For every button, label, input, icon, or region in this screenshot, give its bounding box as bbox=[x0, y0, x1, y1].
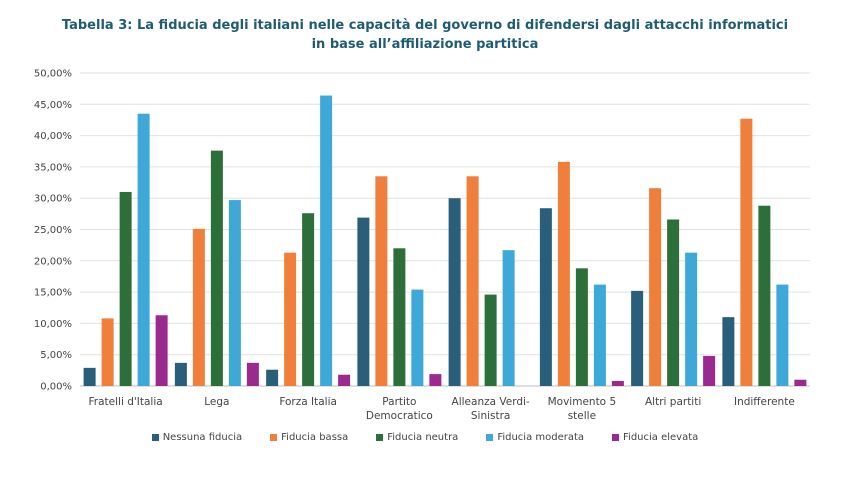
bar bbox=[631, 290, 644, 386]
legend-label: Fiducia moderata bbox=[497, 432, 585, 443]
legend-item: Fiducia elevata bbox=[612, 432, 698, 443]
bar bbox=[338, 374, 351, 386]
y-tick-label: 15,00% bbox=[34, 288, 72, 299]
legend-label: Fiducia bassa bbox=[281, 432, 349, 443]
bar bbox=[210, 150, 223, 386]
bar bbox=[557, 161, 570, 386]
bar bbox=[429, 374, 442, 386]
y-tick-label: 35,00% bbox=[34, 162, 72, 173]
bar bbox=[284, 252, 297, 386]
bar bbox=[320, 95, 333, 386]
bar bbox=[174, 362, 187, 386]
x-tick-label: Movimento 5 bbox=[548, 396, 617, 408]
bar bbox=[575, 268, 588, 386]
legend-label: Fiducia elevata bbox=[623, 432, 699, 443]
bar bbox=[758, 205, 771, 386]
legend-item: Fiducia bassa bbox=[270, 432, 348, 443]
chart-title-line-1: Tabella 3: La fiducia degli italiani nel… bbox=[61, 18, 789, 33]
bar bbox=[119, 191, 132, 386]
y-tick-label: 0,00% bbox=[40, 382, 72, 393]
bar bbox=[703, 355, 716, 386]
bar bbox=[685, 252, 698, 386]
x-tick-label: Altri partiti bbox=[645, 396, 701, 408]
x-tick-label: Forza Italia bbox=[279, 396, 337, 408]
bar bbox=[83, 367, 96, 386]
bar bbox=[667, 219, 680, 386]
legend-swatch bbox=[151, 434, 159, 441]
legend-swatch bbox=[612, 434, 620, 441]
legend-swatch bbox=[486, 434, 494, 441]
x-tick-label: Partito bbox=[382, 396, 416, 408]
legend-item: Fiducia moderata bbox=[486, 432, 584, 443]
y-tick-label: 25,00% bbox=[34, 225, 72, 236]
x-tick-label: stelle bbox=[568, 410, 596, 422]
x-tick-label: Lega bbox=[204, 396, 229, 408]
bar bbox=[448, 198, 461, 386]
bar bbox=[228, 200, 241, 386]
bar bbox=[611, 380, 624, 386]
bar bbox=[266, 369, 279, 386]
bar bbox=[375, 176, 388, 386]
bar bbox=[776, 284, 789, 386]
chart-legend: Nessuna fiducia Fiducia bassa Fiducia neut… bbox=[0, 432, 850, 443]
x-tick-label: Alleanza Verdi- bbox=[452, 396, 530, 408]
y-tick-label: 10,00% bbox=[34, 319, 72, 330]
bar bbox=[357, 217, 370, 386]
bar bbox=[411, 289, 424, 386]
bar bbox=[484, 294, 497, 386]
bar bbox=[137, 113, 150, 386]
chart-title-line-2: in base all’affiliazione partitica bbox=[311, 37, 539, 52]
y-tick-label: 40,00% bbox=[34, 131, 72, 142]
bar bbox=[502, 250, 515, 386]
bar bbox=[539, 208, 552, 386]
bar bbox=[302, 213, 315, 386]
bar bbox=[722, 317, 735, 386]
y-tick-label: 5,00% bbox=[40, 350, 72, 361]
x-tick-label: Democratico bbox=[366, 410, 433, 422]
legend-label: Fiducia neutra bbox=[387, 432, 459, 443]
legend-item: Fiducia neutra bbox=[376, 432, 458, 443]
x-tick-label: Indifferente bbox=[734, 396, 795, 408]
legend-label: Nessuna fiducia bbox=[162, 432, 243, 443]
bar bbox=[101, 318, 114, 386]
legend-swatch bbox=[270, 434, 278, 441]
bar bbox=[393, 248, 406, 386]
legend-swatch bbox=[376, 434, 384, 441]
y-tick-label: 45,00% bbox=[34, 100, 72, 111]
y-tick-label: 20,00% bbox=[34, 256, 72, 267]
bar bbox=[466, 176, 479, 386]
bar bbox=[740, 118, 753, 386]
bar bbox=[649, 188, 662, 386]
bar bbox=[794, 379, 807, 386]
y-tick-label: 30,00% bbox=[34, 194, 72, 205]
bar bbox=[155, 315, 168, 386]
x-tick-label: Fratelli d'Italia bbox=[89, 396, 163, 408]
legend-item: Nessuna fiducia bbox=[151, 432, 243, 443]
chart-title: Tabella 3: La fiducia degli italiani nel… bbox=[0, 16, 850, 54]
y-tick-label: 50,00% bbox=[34, 69, 72, 80]
bar bbox=[593, 284, 606, 386]
x-tick-label: Sinistra bbox=[471, 410, 511, 422]
bar bbox=[192, 228, 205, 386]
bar bbox=[246, 362, 259, 386]
